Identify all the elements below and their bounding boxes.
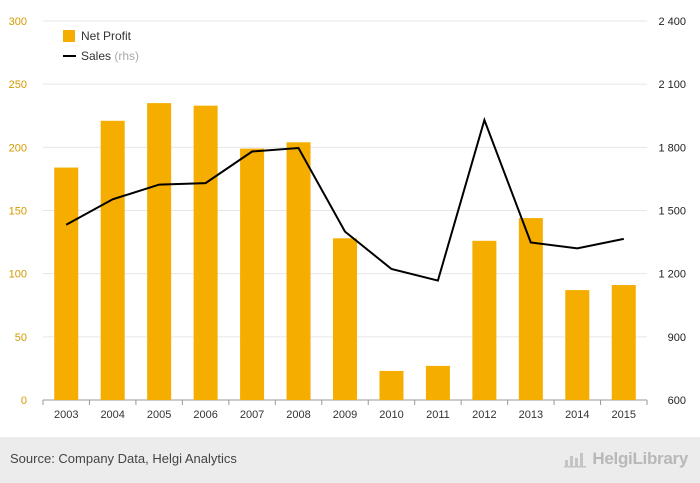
brand-logo[interactable]: HelgiLibrary: [564, 449, 688, 469]
x-axis-ticks: 2003 2004 2005 2006 2007 2008 2009 2010 2011 2012…: [42, 400, 648, 421]
legend-label-sales: Sales (rhs): [81, 49, 139, 63]
x-axis-tick-label: 2007: [240, 409, 264, 421]
right-axis-tick-label: 2 100: [658, 79, 686, 91]
bar-net-profit: [518, 218, 543, 400]
bar-net-profit: [425, 365, 450, 400]
x-axis-tick-label: 2012: [472, 409, 496, 421]
left-axis-ticks: 0 50 100 150 200 250 300: [9, 16, 27, 407]
right-axis-tick-label: 2 400: [658, 16, 686, 28]
x-axis-tick-label: 2005: [147, 409, 171, 421]
x-axis-tick-label: 2004: [100, 409, 124, 421]
bar-net-profit: [611, 285, 636, 400]
right-axis-tick-label: 900: [668, 332, 686, 344]
bar-net-profit: [333, 238, 357, 400]
bar-net-profit: [472, 240, 497, 400]
left-axis-tick-label: 300: [9, 16, 27, 28]
legend-swatch-net-profit: [63, 30, 75, 42]
sales-line-group: [65, 116, 625, 282]
x-axis-tick-label: 2011: [426, 409, 450, 421]
x-axis-tick-label: 2009: [333, 409, 357, 421]
left-axis-tick-label: 200: [9, 142, 27, 154]
x-axis-tick-label: 2010: [379, 409, 403, 421]
x-axis-tick-label: 2013: [519, 409, 543, 421]
bar-net-profit: [240, 148, 265, 400]
right-axis-tick-label: 1 500: [658, 206, 686, 218]
bar-net-profit: [147, 103, 172, 400]
legend-suffix-rhs: (rhs): [114, 49, 139, 63]
bar-net-profit: [379, 370, 404, 400]
brand-name: HelgiLibrary: [592, 449, 688, 468]
bar-net-profit: [54, 167, 79, 400]
right-axis-tick-label: 1 800: [658, 142, 686, 154]
left-axis-tick-label: 50: [15, 332, 27, 344]
left-axis-tick-label: 250: [9, 79, 27, 91]
x-axis-tick-label: 2003: [54, 409, 78, 421]
left-axis-tick-label: 100: [9, 269, 27, 281]
bar-net-profit: [565, 290, 590, 400]
helgi-library-icon: [564, 453, 587, 468]
right-axis-tick-label: 1 200: [658, 269, 686, 281]
legend: Net Profit Sales (rhs): [63, 29, 139, 63]
sales-line: [65, 116, 625, 282]
bar-net-profit: [193, 105, 218, 400]
bar-net-profit: [286, 142, 311, 400]
source-text: Source: Company Data, Helgi Analytics: [10, 451, 237, 466]
x-axis-tick-label: 2006: [193, 409, 217, 421]
legend-label-net-profit: Net Profit: [81, 29, 132, 43]
x-axis-tick-label: 2015: [612, 409, 636, 421]
x-axis-tick-label: 2008: [286, 409, 310, 421]
right-axis-ticks: 600 900 1 200 1 500 1 800 2 100 2 400: [658, 16, 686, 407]
bar-net-profit: [100, 120, 125, 400]
right-axis-tick-label: 600: [668, 395, 686, 407]
footer: Source: Company Data, Helgi Analytics He…: [0, 437, 700, 483]
chart: 2003 2004 2005 2006 2007 2008 2009 2010 2011 2012…: [9, 16, 686, 421]
grid: [43, 20, 647, 401]
left-axis-tick-label: 150: [9, 206, 27, 218]
bars: [54, 103, 636, 400]
x-axis-tick-label: 2014: [565, 409, 589, 421]
left-axis-tick-label: 0: [21, 395, 27, 407]
